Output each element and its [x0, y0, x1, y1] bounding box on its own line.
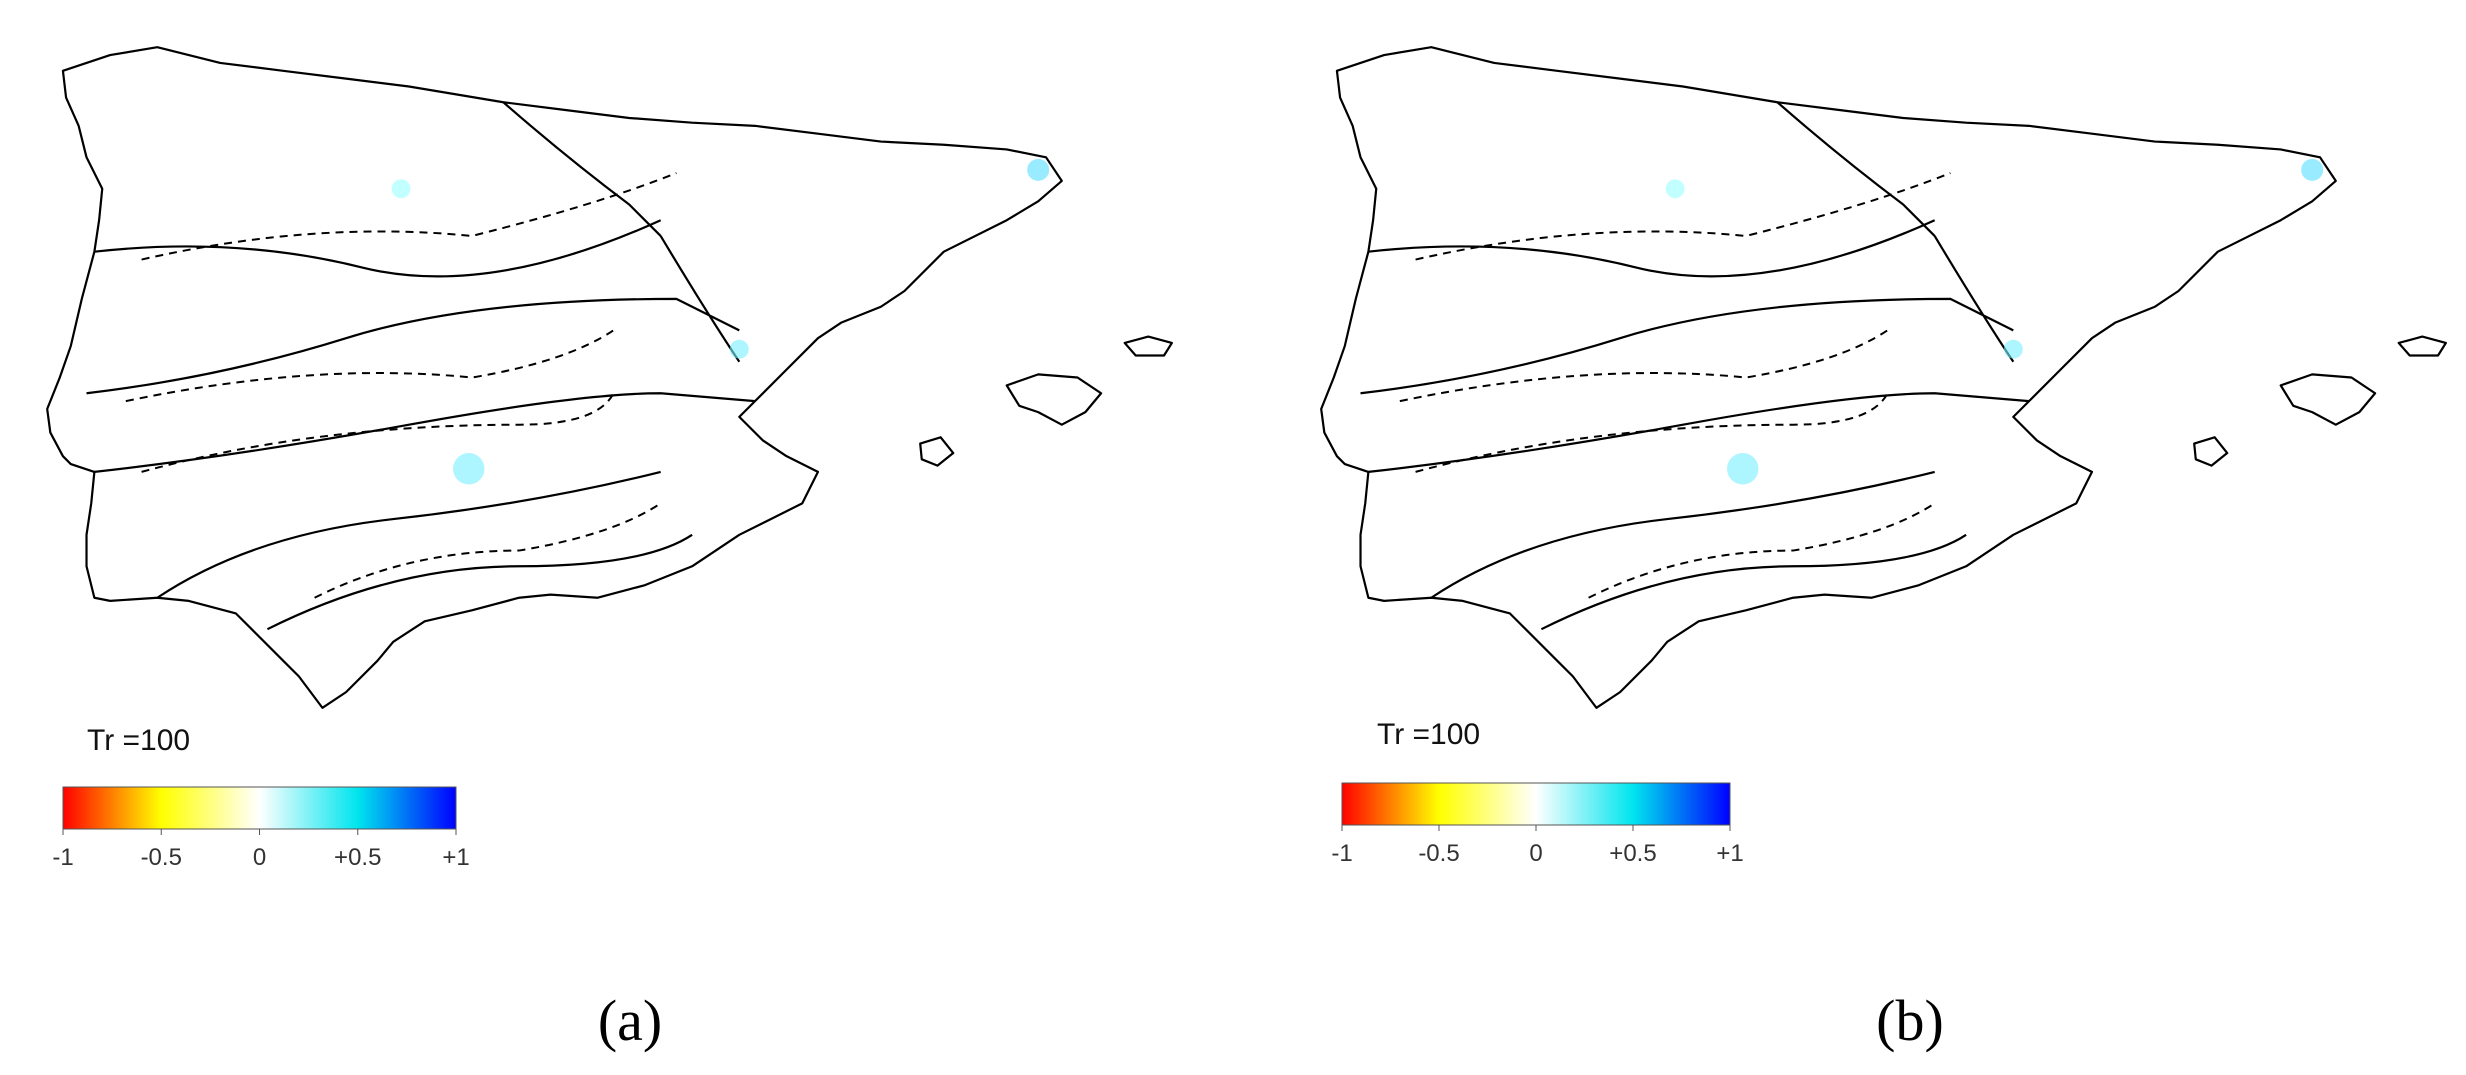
- colorbar-tick-label: -0.5: [141, 844, 182, 871]
- colorbar-tick-label: +1: [1716, 840, 1743, 867]
- colorbar-tick-label: +0.5: [334, 844, 381, 871]
- map-a: [45, 45, 1174, 710]
- colorbar-tick-label: +1: [442, 844, 469, 871]
- panel-label: (b): [1876, 988, 1944, 1053]
- colorbar-tick-label: -1: [1331, 840, 1352, 867]
- colorbar-tick-label: 0: [1529, 840, 1542, 867]
- map-b: [1319, 45, 2448, 710]
- colorbar-tick-label: +0.5: [1609, 840, 1656, 867]
- annotation: Tr =100: [87, 724, 190, 757]
- colorbar-tick-label: -1: [52, 844, 73, 871]
- annotation: Tr =100: [1377, 718, 1480, 751]
- colorbar: [1341, 782, 1731, 826]
- colorbar-tick-label: -0.5: [1418, 840, 1459, 867]
- colorbar: [62, 786, 457, 830]
- panel-label: (a): [598, 988, 662, 1053]
- colorbar-tick-label: 0: [253, 844, 266, 871]
